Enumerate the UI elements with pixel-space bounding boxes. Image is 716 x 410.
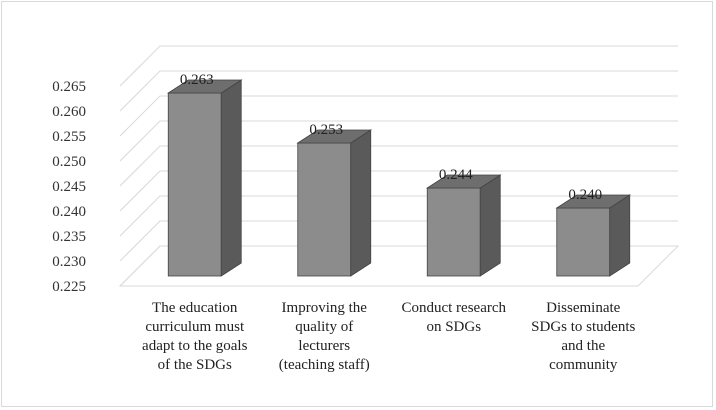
bars <box>166 79 632 277</box>
bar-side <box>220 79 242 277</box>
gridlines <box>118 45 680 287</box>
category-label-line: Conduct research <box>401 300 506 316</box>
data-label: 0.263 <box>180 72 214 88</box>
bar <box>425 174 502 277</box>
category-label-line: adapt to the goals <box>142 338 248 354</box>
data-label: 0.253 <box>309 122 343 138</box>
y-axis-tick-labels: 0.225 0.230 0.235 0.240 0.245 0.250 0.255 0.260… <box>52 79 86 295</box>
category-label-line: The education <box>152 300 238 316</box>
category-label-line: SDGs to students <box>531 319 635 335</box>
category-label-line: lecturers <box>298 338 350 354</box>
gridline <box>119 170 678 212</box>
bar <box>166 79 243 277</box>
y-tick-label: 0.230 <box>52 254 86 270</box>
bar-front <box>297 142 352 277</box>
bar-side <box>479 174 501 277</box>
y-tick-label: 0.260 <box>52 104 86 120</box>
y-tick-label: 0.265 <box>52 79 86 95</box>
gridline <box>119 145 678 187</box>
bar-top <box>425 174 502 189</box>
y-tick-label: 0.250 <box>52 154 86 170</box>
data-label: 0.240 <box>568 187 602 203</box>
bar-front <box>426 187 481 277</box>
bar-front <box>556 207 611 277</box>
category-label-line: Disseminate <box>546 300 620 316</box>
y-tick-label: 0.255 <box>52 129 86 145</box>
category-label-line: and the <box>561 338 605 354</box>
gridline <box>119 245 678 287</box>
gridline <box>119 95 678 137</box>
data-label: 0.244 <box>439 167 473 183</box>
gridline <box>119 220 678 262</box>
y-tick-label: 0.245 <box>52 179 86 195</box>
category-label-line: of the SDGs <box>158 357 232 373</box>
category-label-line: community <box>549 357 618 373</box>
bar <box>296 129 373 277</box>
y-tick-label: 0.235 <box>52 229 86 245</box>
bar <box>555 194 632 277</box>
y-tick-label: 0.240 <box>52 204 86 220</box>
bar-front <box>167 92 222 277</box>
gridline <box>119 195 678 237</box>
data-labels: 0.263 0.253 0.244 0.240 <box>180 72 602 203</box>
y-tick-label: 0.225 <box>52 279 86 295</box>
category-label: The education curriculum must adapt to the… <box>142 300 248 373</box>
category-label: Conduct research on SDGs <box>401 300 506 335</box>
bar-side <box>350 129 372 277</box>
category-label-line: (teaching staff) <box>279 357 370 373</box>
category-label-line: curriculum must <box>145 319 245 335</box>
bar-top <box>166 79 243 94</box>
bar-top <box>555 194 632 209</box>
gridline <box>119 120 678 162</box>
bar-top <box>296 129 373 144</box>
category-label: Disseminate SDGs to students and the commun… <box>531 300 635 373</box>
category-label: Improving the quality of lecturers (teachin… <box>279 300 370 373</box>
category-labels: The education curriculum must adapt to the… <box>142 300 635 373</box>
category-label-line: on SDGs <box>426 319 481 335</box>
category-label-line: quality of <box>295 319 353 335</box>
bar-side <box>609 194 631 277</box>
gridline <box>119 45 678 87</box>
gridline <box>119 70 678 112</box>
category-label-line: Improving the <box>282 300 368 316</box>
